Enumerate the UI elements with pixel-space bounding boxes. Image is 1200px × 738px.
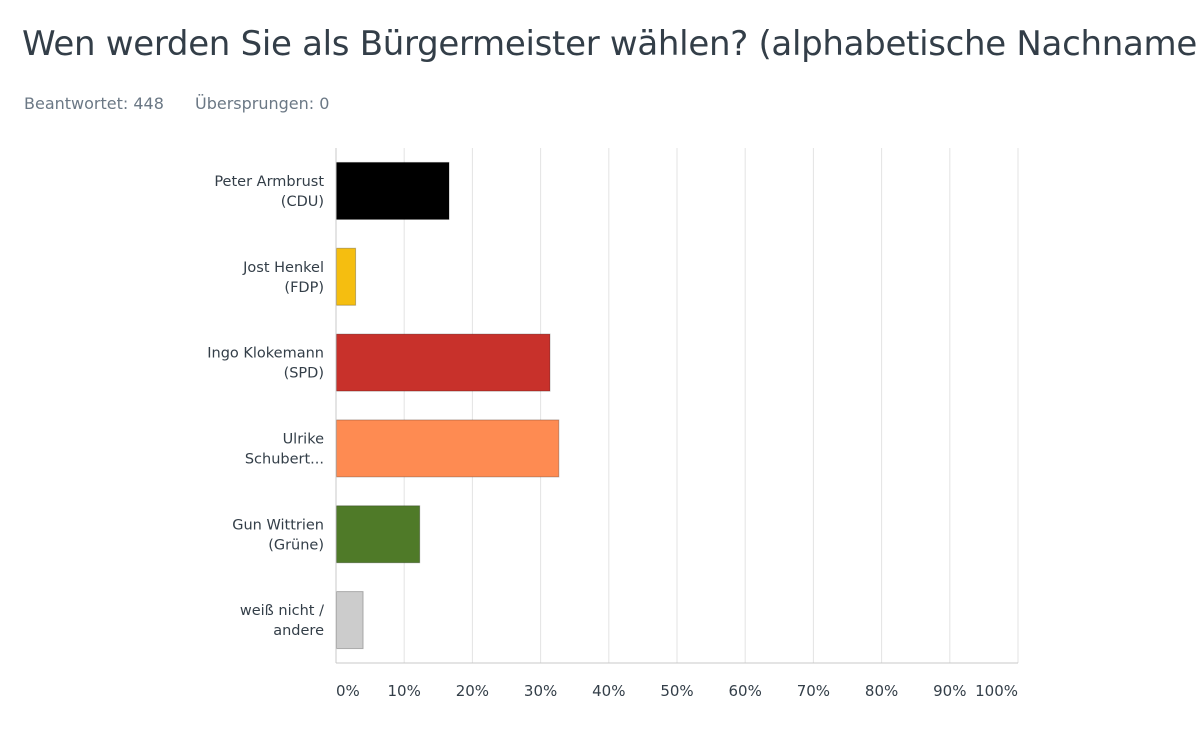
category-label: Peter Armbrust xyxy=(214,174,324,190)
bar xyxy=(336,591,364,650)
page-title: Wen werden Sie als Bürgermeister wählen?… xyxy=(22,24,1200,64)
x-tick-label: 50% xyxy=(660,682,693,700)
x-tick-label: 60% xyxy=(729,682,762,700)
bar xyxy=(336,505,421,564)
tick-labels: 0% 10% 20% 30% 40% 50% 60% 70% 80% 90% 100% xyxy=(336,682,1018,700)
x-tick-label: 90% xyxy=(933,682,966,700)
bar xyxy=(336,333,551,392)
x-tick-label: 80% xyxy=(865,682,898,700)
category-label: weiß nicht / xyxy=(240,603,324,619)
x-tick-label: 40% xyxy=(592,682,625,700)
category-label: Gun Wittrien xyxy=(232,517,324,533)
axes xyxy=(335,148,1018,664)
category-label: Jost Henkel xyxy=(242,260,324,276)
x-tick-label: 20% xyxy=(456,682,489,700)
bars xyxy=(336,161,560,650)
category-label: (SPD) xyxy=(284,366,324,382)
category-label: Ingo Klokemann xyxy=(207,346,324,362)
bar xyxy=(336,161,450,220)
category-label: Ulrike xyxy=(283,431,325,447)
x-tick-label: 10% xyxy=(388,682,421,700)
category-label: andere xyxy=(273,623,324,639)
category-labels: Peter Armbrust (CDU) Jost Henkel (FDP) Ingo … xyxy=(207,174,324,639)
bar xyxy=(336,419,560,478)
bar xyxy=(336,247,357,306)
x-tick-label: 0% xyxy=(336,682,360,700)
category-label: (CDU) xyxy=(281,194,324,210)
category-label: (FDP) xyxy=(284,280,324,296)
x-tick-label: 100% xyxy=(975,682,1018,700)
x-tick-label: 70% xyxy=(797,682,830,700)
response-stats: Beantwortet: 448 Übersprungen: 0 xyxy=(24,94,355,113)
category-label: (Grüne) xyxy=(268,537,324,553)
category-label: Schubert... xyxy=(245,451,324,467)
gridlines xyxy=(403,148,1019,663)
answered-count: Beantwortet: 448 xyxy=(24,94,164,113)
x-tick-label: 30% xyxy=(524,682,557,700)
skipped-count: Übersprungen: 0 xyxy=(195,94,330,113)
